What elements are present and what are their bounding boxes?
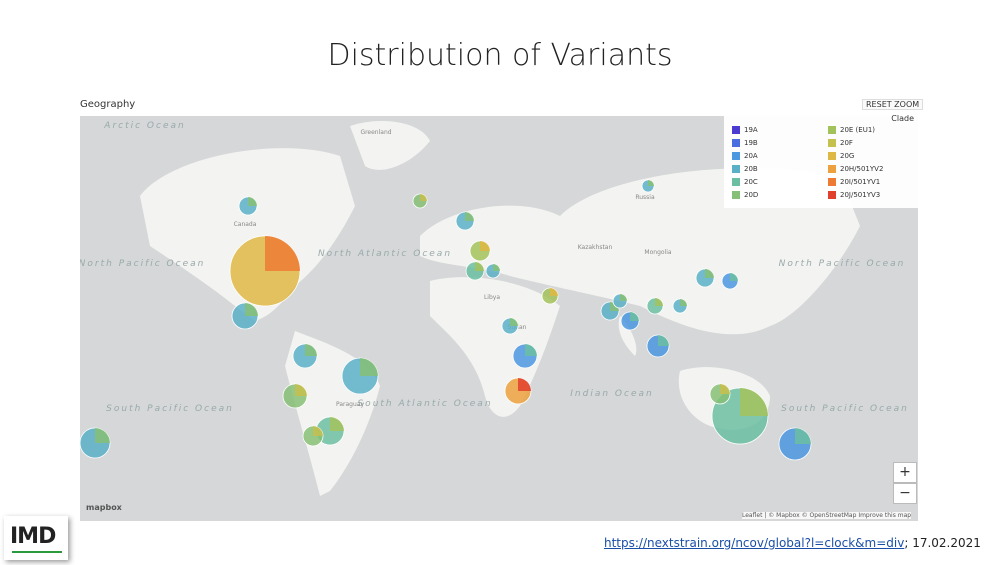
legend-swatch [732,178,740,186]
legend-swatch [828,165,836,173]
pie-slice [620,294,627,301]
legend-item[interactable]: 19A [732,126,758,134]
pie-slice [248,197,257,206]
legend-label: 20F [840,139,853,147]
map-label: Russia [635,194,655,201]
pie-slice [680,299,687,306]
pie-slice [525,344,537,356]
legend-swatch [732,191,740,199]
source: https://nextstrain.org/ncov/global?l=clo… [604,536,981,550]
zoom-in[interactable]: + [893,462,917,483]
pie-slice [730,273,738,281]
map-label: South Pacific Ocean [781,404,909,414]
zoom-out[interactable]: − [893,483,917,504]
legend-title[interactable]: Clade [891,114,914,123]
legend-swatch [828,152,836,160]
legend-label: 20D [744,191,759,199]
attribution: Leaflet | © Mapbox © OpenStreetMap Impro… [742,512,912,519]
legend-item[interactable]: 20H/501YV2 [828,165,883,173]
pie-slice [265,236,300,271]
legend-label: 20C [744,178,758,186]
pie-slice [95,428,110,443]
mapbox-logo: mapbox [86,503,122,512]
legend-label: 20I/501YV1 [840,178,881,186]
legend-label: 19A [744,126,758,134]
pie-slice [630,312,639,321]
legend-label: 19B [744,139,758,147]
legend-swatch [828,126,836,134]
pie-slice [313,426,323,436]
legend-item[interactable]: 20J/501YV3 [828,191,880,199]
map-label: Canada [234,221,257,228]
pie-slice [518,378,531,391]
legend-item[interactable]: 20B [732,165,758,173]
pie-slice [330,417,344,431]
pie-slice [305,344,317,356]
pie-slice [740,388,768,416]
legend-item[interactable]: 20G [828,152,854,160]
legend-label: 20E (EU1) [840,126,876,134]
pie-slice [475,262,484,271]
pie-slice [510,318,518,326]
legend-swatch [828,191,836,199]
map-label: North Pacific Ocean [80,259,205,269]
map-label: North Pacific Ocean [779,259,906,269]
legend-item[interactable]: 20F [828,139,853,147]
map-label: North Atlantic Ocean [318,249,452,259]
legend-swatch [732,126,740,134]
pie-slice [493,264,500,271]
map-label: Libya [484,294,500,301]
map-label: Paraguay [336,401,364,408]
reset-zoom-button[interactable]: RESET ZOOM [862,99,924,110]
pie-slice [655,298,663,306]
pie-slice [420,194,427,201]
pie-slice [705,269,714,278]
pie-slice [360,358,378,376]
pie-slice [295,384,307,396]
legend-swatch [828,139,836,147]
legend-item[interactable]: 20D [732,191,758,199]
pie-slice [795,428,811,444]
map-label: Indian Ocean [570,389,653,399]
pie-slice [465,212,474,221]
map-label: South Atlantic Ocean [357,399,492,409]
slide-title: Distribution of Variants [327,38,673,73]
pie-slice [550,288,558,296]
legend-item[interactable]: 20A [732,152,758,160]
legend: Clade 19A 19B 20A 20B 20C 20D 20E (EU1) 20F 20G 2… [724,112,918,208]
legend-item[interactable]: 19B [732,139,758,147]
map-label: Mongolia [644,249,671,256]
pie-slice [648,180,654,186]
legend-swatch [732,152,740,160]
pie-slice [658,335,669,346]
legend-swatch [732,165,740,173]
pie-slice [245,303,258,316]
legend-swatch [732,139,740,147]
legend-label: 20B [744,165,758,173]
source-date: ; 17.02.2021 [904,536,981,550]
legend-item[interactable]: 20E (EU1) [828,126,875,134]
source-link[interactable]: https://nextstrain.org/ncov/global?l=clo… [604,536,905,550]
pie-slice [480,241,490,251]
map-label: Arctic Ocean [103,121,185,131]
logo: IMD [4,516,68,560]
legend-swatch [828,178,836,186]
logo-text: IMD [10,524,56,549]
pie-slice [610,302,619,311]
pie-slice [720,384,730,394]
legend-item[interactable]: 20I/501YV1 [828,178,880,186]
legend-label: 20A [744,152,758,160]
legend-label: 20H/501YV2 [840,165,884,173]
panel-title: Geography [80,99,136,110]
map-label: Greenland [360,129,391,136]
legend-label: 20J/501YV3 [840,191,881,199]
legend-label: 20G [840,152,855,160]
legend-item[interactable]: 20C [732,178,758,186]
map-label: South Pacific Ocean [106,404,234,414]
map-label: Kazakhstan [578,244,613,251]
